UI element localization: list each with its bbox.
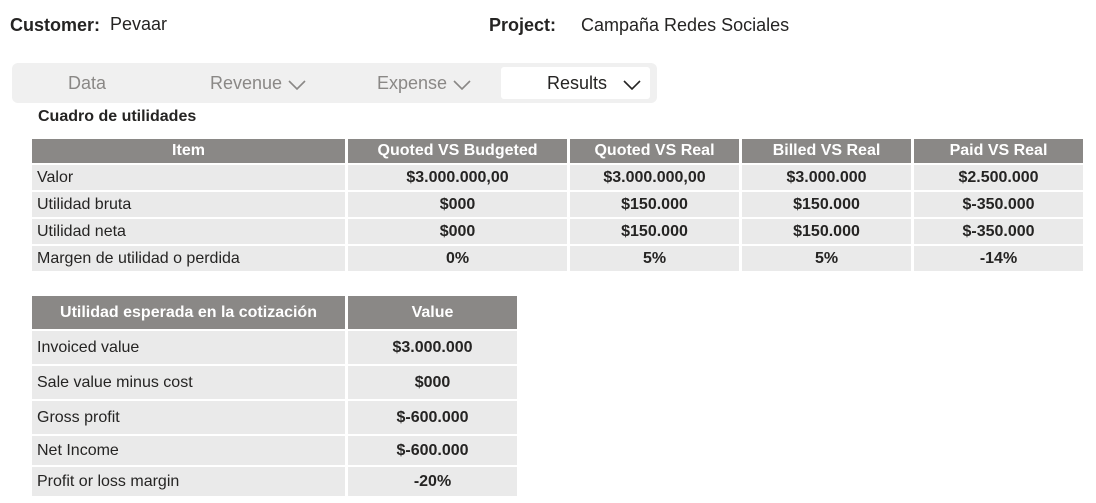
table-cell: $150.000 bbox=[570, 217, 739, 244]
table-cell: $3.000.000,00 bbox=[570, 163, 739, 190]
table-cell: $2.500.000 bbox=[914, 163, 1083, 190]
table-cell: $150.000 bbox=[742, 190, 911, 217]
table-cell: 5% bbox=[570, 244, 739, 271]
table-cell: 5% bbox=[742, 244, 911, 271]
table-cell: $-350.000 bbox=[914, 217, 1083, 244]
column-header[interactable]: Value bbox=[348, 296, 517, 329]
row-label: Utilidad neta bbox=[32, 217, 345, 244]
column-header[interactable]: Utilidad esperada en la cotización bbox=[32, 296, 345, 329]
tab-expense[interactable]: Expense bbox=[377, 67, 471, 99]
row-label: Profit or loss margin bbox=[32, 465, 345, 496]
tab-data-label: Data bbox=[68, 73, 107, 93]
row-label: Sale value minus cost bbox=[32, 364, 345, 399]
table-cell: $000 bbox=[348, 190, 567, 217]
table-cell: -14% bbox=[914, 244, 1083, 271]
column-header[interactable]: Quoted VS Real bbox=[570, 139, 739, 163]
table-row: Utilidad neta $000 $150.000 $150.000 $-3… bbox=[32, 217, 1083, 244]
table-header-row: Utilidad esperada en la cotización Value bbox=[32, 296, 517, 329]
table-cell: $3.000.000 bbox=[348, 329, 517, 364]
row-label: Invoiced value bbox=[32, 329, 345, 364]
row-label: Gross profit bbox=[32, 399, 345, 434]
chevron-down-icon bbox=[453, 68, 471, 100]
table-row: Invoiced value $3.000.000 bbox=[32, 329, 517, 364]
customer-value: Pevaar bbox=[110, 14, 168, 34]
table-cell: $000 bbox=[348, 217, 567, 244]
table-cell: $150.000 bbox=[742, 217, 911, 244]
expected-profit-table: Utilidad esperada en la cotización Value… bbox=[29, 296, 520, 496]
table-row: Valor $3.000.000,00 $3.000.000,00 $3.000… bbox=[32, 163, 1083, 190]
table-cell: $150.000 bbox=[570, 190, 739, 217]
table-header-row: Item Quoted VS Budgeted Quoted VS Real B… bbox=[32, 139, 1083, 163]
table-cell: $-350.000 bbox=[914, 190, 1083, 217]
table-row: Utilidad bruta $000 $150.000 $150.000 $-… bbox=[32, 190, 1083, 217]
column-header[interactable]: Billed VS Real bbox=[742, 139, 911, 163]
row-label: Net Income bbox=[32, 434, 345, 465]
tab-results-label: Results bbox=[547, 73, 608, 93]
table-cell: $-600.000 bbox=[348, 434, 517, 465]
table-cell: $-600.000 bbox=[348, 399, 517, 434]
tab-expense-label: Expense bbox=[377, 73, 448, 93]
tab-revenue[interactable]: Revenue bbox=[210, 67, 306, 99]
table-cell: $3.000.000,00 bbox=[348, 163, 567, 190]
table-row: Sale value minus cost $000 bbox=[32, 364, 517, 399]
section-title: Cuadro de utilidades bbox=[38, 108, 197, 125]
row-label: Margen de utilidad o perdida bbox=[32, 244, 345, 271]
row-label: Utilidad bruta bbox=[32, 190, 345, 217]
tab-results[interactable]: Results bbox=[501, 67, 650, 99]
table-cell: $3.000.000 bbox=[742, 163, 911, 190]
table-row: Profit or loss margin -20% bbox=[32, 465, 517, 496]
row-label: Valor bbox=[32, 163, 345, 190]
table-row: Net Income $-600.000 bbox=[32, 434, 517, 465]
project-value: Campaña Redes Sociales bbox=[581, 15, 790, 35]
column-header[interactable]: Item bbox=[32, 139, 345, 163]
table-row: Margen de utilidad o perdida 0% 5% 5% -1… bbox=[32, 244, 1083, 271]
customer-label: Customer: bbox=[10, 15, 101, 35]
tab-revenue-label: Revenue bbox=[210, 73, 283, 93]
tab-data[interactable]: Data bbox=[68, 67, 106, 99]
project-label: Project: bbox=[489, 15, 557, 35]
chevron-down-icon bbox=[288, 68, 306, 100]
table-cell: 0% bbox=[348, 244, 567, 271]
chevron-down-icon bbox=[623, 68, 641, 100]
column-header[interactable]: Paid VS Real bbox=[914, 139, 1083, 163]
table-cell: $000 bbox=[348, 364, 517, 399]
table-row: Gross profit $-600.000 bbox=[32, 399, 517, 434]
tab-bar: Data Revenue Expense Results bbox=[12, 63, 657, 103]
table-cell: -20% bbox=[348, 465, 517, 496]
column-header[interactable]: Quoted VS Budgeted bbox=[348, 139, 567, 163]
utilities-table: Item Quoted VS Budgeted Quoted VS Real B… bbox=[29, 139, 1086, 271]
